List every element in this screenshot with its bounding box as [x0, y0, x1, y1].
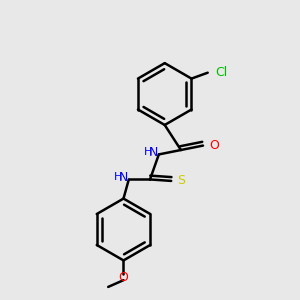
Text: O: O — [118, 271, 128, 284]
Text: H: H — [113, 172, 122, 182]
Text: S: S — [177, 174, 185, 188]
Text: N: N — [149, 146, 158, 159]
Text: N: N — [119, 171, 128, 184]
Text: Cl: Cl — [215, 66, 227, 79]
Text: H: H — [143, 147, 152, 157]
Text: O: O — [209, 139, 219, 152]
